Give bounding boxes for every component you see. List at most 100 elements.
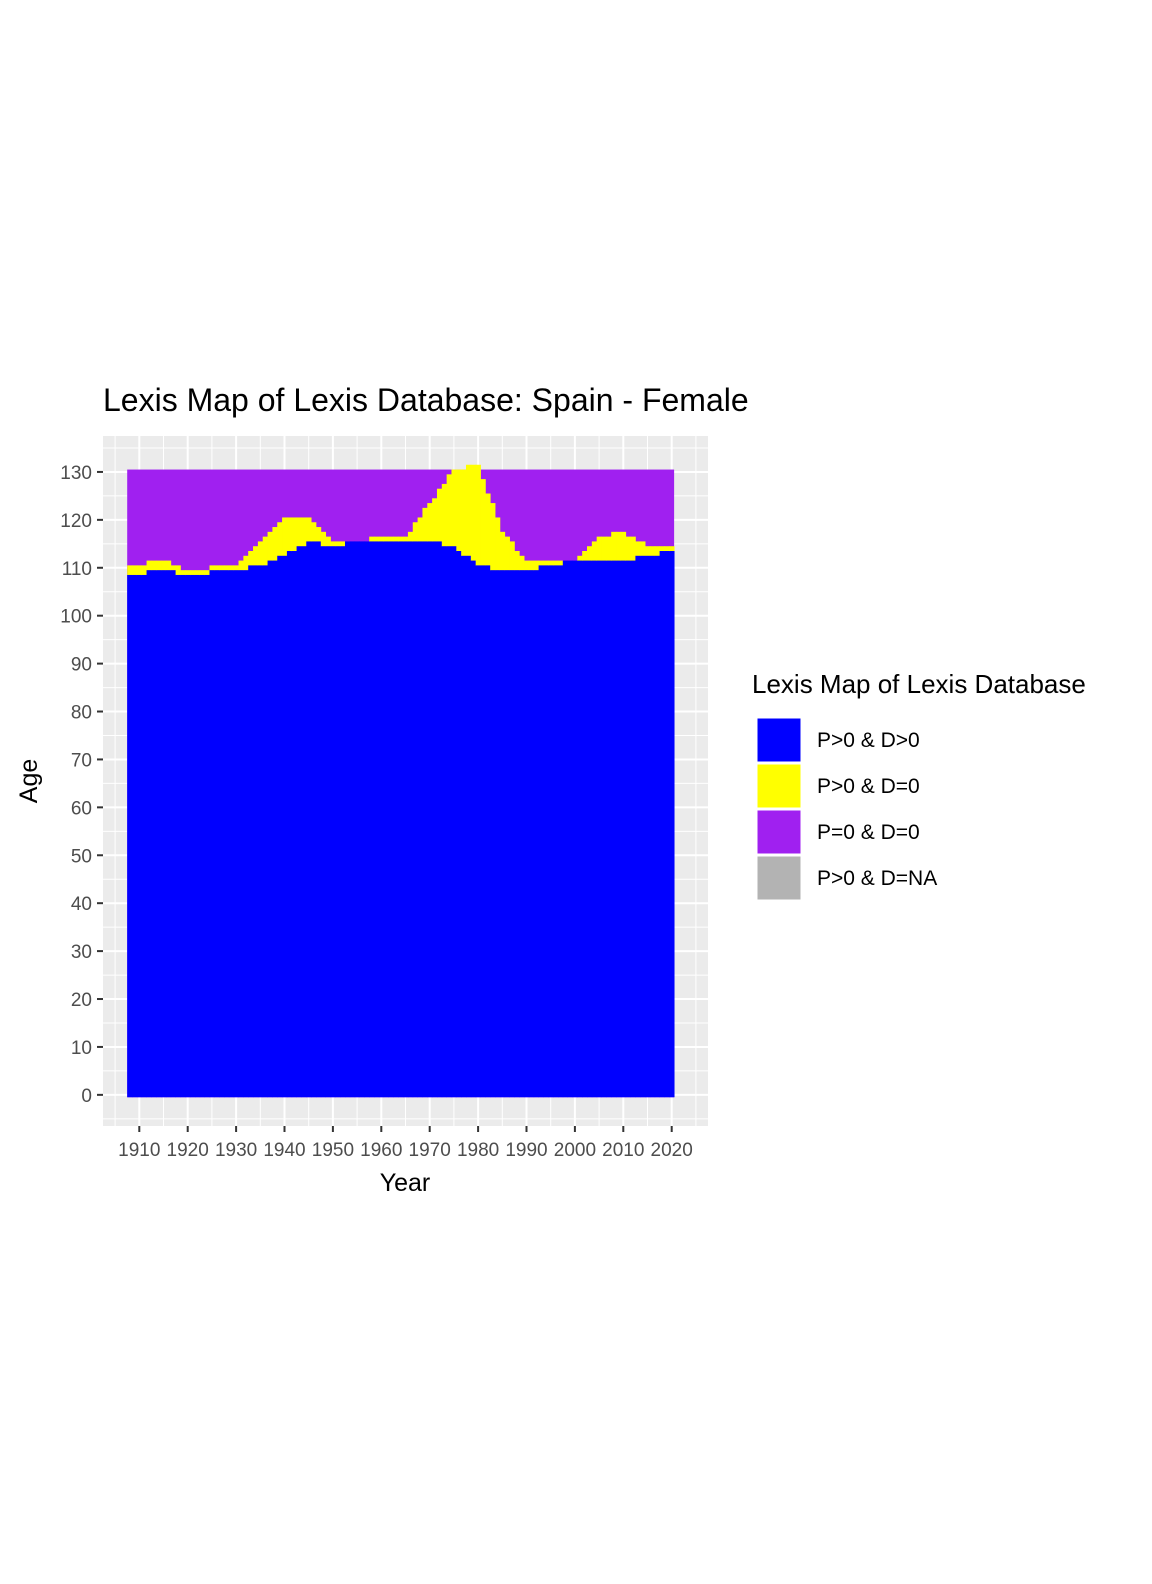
cell-column-p-gt0-d0 [543,560,549,566]
cell-column-p-gt0-d-gt0 [398,541,404,1098]
cell-column-p-gt0-d0 [156,560,162,571]
cell-column-p-gt0-d-gt0 [548,565,554,1098]
cell-column-p-gt0-d-gt0 [364,541,370,1098]
legend-label: P>0 & D=0 [817,775,920,798]
cell-column-p-gt0-d-gt0 [620,560,627,1098]
cell-column-p-gt0-d-gt0 [499,570,506,1098]
cell-column-p-gt0-d-gt0 [451,546,457,1098]
legend-key [756,855,802,901]
cell-column-p-gt0-d0 [267,531,273,561]
cell-column-p-gt0-d0 [301,517,307,547]
cell-column-p-gt0-d-gt0 [180,574,186,1098]
cell-column-p-gt0-d-gt0 [175,574,181,1098]
cell-column-p-gt0-d-gt0 [165,570,172,1098]
cell-column-p-gt0-d0 [441,483,448,547]
cell-column-p-gt0-d-gt0 [185,574,191,1098]
cell-column-p-gt0-d-gt0 [209,570,215,1098]
lexis-cells [127,464,675,1098]
cell-column-p-gt0-d-gt0 [543,565,549,1098]
cell-column-p-gt0-d-gt0 [136,574,143,1098]
cell-column-p-gt0-d-gt0 [403,541,409,1098]
cell-column-p-gt0-d0 [480,479,486,566]
cell-column-p-gt0-d-gt0 [306,541,312,1098]
cell-column-p-gt0-d0 [514,551,520,571]
y-tick-label: 130 [60,463,92,484]
x-tick-label: 1990 [505,1140,547,1161]
cell-column-p-gt0-d-gt0 [485,565,491,1098]
cell-column-p-gt0-d-gt0 [504,570,510,1098]
cell-column-p-gt0-d-gt0 [528,570,535,1098]
cell-column-p-gt0-d-gt0 [345,541,351,1098]
cell-column-p-gt0-d-gt0 [393,541,399,1098]
x-tick-label: 1920 [167,1140,209,1161]
cell-column-p-gt0-d0 [306,517,312,542]
cell-column-p-gt0-d0 [553,560,559,566]
cell-column-p-gt0-d0 [461,469,467,557]
y-tick-label: 80 [71,703,92,724]
cell-column-p-gt0-d0 [557,560,564,566]
y-tick-label: 120 [60,511,92,532]
cell-column-p-gt0-d-gt0 [664,551,670,1098]
cell-column-p-gt0-d0 [548,560,554,566]
cell-column-p-gt0-d-gt0 [538,565,544,1098]
y-tick-label: 0 [81,1086,92,1107]
cell-column-p-gt0-d-gt0 [156,570,162,1098]
cell-column-p-gt0-d0 [127,565,133,576]
cell-column-p-gt0-d-gt0 [649,555,656,1098]
cell-column-p-gt0-d0 [591,541,598,561]
cell-column-p-gt0-d0 [262,536,268,566]
cell-column-p-gt0-d-gt0 [480,565,486,1098]
legend-label: P>0 & D>0 [817,729,920,752]
cell-column-p-gt0-d-gt0 [446,546,452,1098]
cell-column-p-gt0-d0 [393,536,399,542]
cell-column-p-gt0-d-gt0 [291,551,297,1098]
cell-column-p-gt0-d0 [533,560,539,571]
cell-column-p-gt0-d0 [635,541,641,557]
x-tick-label: 1910 [118,1140,160,1161]
cell-column-p-gt0-d-gt0 [369,541,375,1098]
cell-column-p-gt0-d-gt0 [630,560,636,1098]
y-tick-label: 40 [71,894,92,915]
cell-column-p-gt0-d0 [427,503,433,542]
cell-column-p-gt0-d0 [277,522,283,557]
cell-column-p-gt0-d-gt0 [272,560,278,1098]
x-tick-label: 1980 [457,1140,499,1161]
cell-column-p-gt0-d-gt0 [228,570,235,1098]
legend-key [756,809,802,855]
cell-column-p-gt0-d0 [224,565,230,571]
cell-column-p-gt0-d0 [286,517,293,552]
cell-column-p-gt0-d-gt0 [490,570,496,1098]
cell-column-p-gt0-d-gt0 [640,555,646,1098]
x-axis: 1910 1920 1930 1940 1950 1960 1970 1980 1990 2000… [118,1126,693,1161]
y-tick-label: 90 [71,655,92,676]
cell-column-p-gt0-d-gt0 [495,570,501,1098]
cell-column-p-gt0-d-gt0 [219,570,225,1098]
cell-column-p-gt0-d-gt0 [601,560,607,1098]
cell-column-p-gt0-d0 [398,536,404,542]
cell-column-p-gt0-d-gt0 [514,570,520,1098]
cell-column-p-gt0-d0 [490,503,496,571]
cell-column-p-gt0-d-gt0 [325,546,331,1098]
cell-column-p-gt0-d0 [180,570,186,576]
cell-column-p-gt0-d0 [601,536,607,561]
cell-column-p-gt0-d-gt0 [170,570,176,1098]
cell-column-p-gt0-d-gt0 [243,570,249,1098]
cell-column-p-gt0-d-gt0 [204,574,210,1098]
x-tick-label: 1950 [312,1140,354,1161]
cell-column-p-gt0-d0 [582,551,588,561]
cell-column-p-gt0-d0 [146,560,152,571]
cell-column-p-gt0-d0 [538,560,544,566]
cell-column-p-gt0-d-gt0 [190,574,196,1098]
cell-column-p-gt0-d-gt0 [567,560,573,1098]
cell-column-p-gt0-d-gt0 [224,570,230,1098]
cell-column-p-gt0-d0 [451,469,457,547]
cell-column-p-gt0-d-gt0 [625,560,631,1098]
cell-column-p-gt0-d-gt0 [519,570,525,1098]
cell-column-p-gt0-d0 [659,546,665,552]
cell-column-p-gt0-d0 [524,560,530,571]
cell-column-p-gt0-d-gt0 [378,541,385,1098]
cell-column-p-gt0-d0 [238,560,244,571]
cell-column-p-gt0-d-gt0 [388,541,394,1098]
cell-column-p-gt0-d-gt0 [606,560,612,1098]
cell-column-p-gt0-d0 [611,531,617,561]
